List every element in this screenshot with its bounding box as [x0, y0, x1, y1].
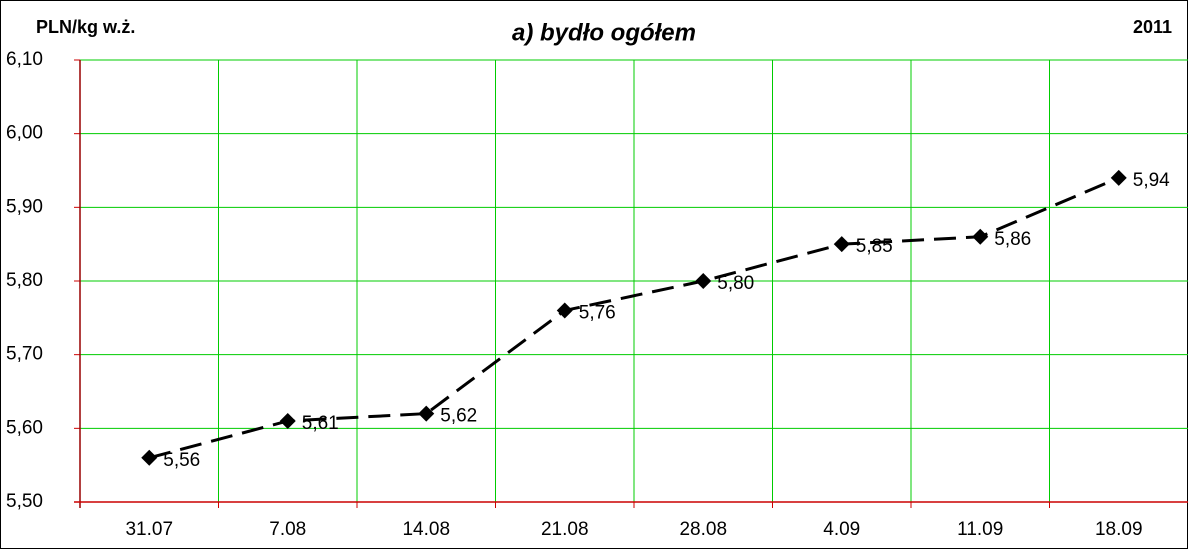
annotation: 2011: [1133, 17, 1172, 37]
data-label: 5,56: [163, 450, 200, 471]
data-label: 5,61: [302, 413, 339, 434]
x-tick-label: 21.08: [541, 519, 589, 540]
marker: [972, 228, 989, 245]
x-tick-label: 7.08: [269, 519, 306, 540]
y-tick-label: 5,80: [6, 270, 43, 291]
y-tick-label: 5,50: [6, 491, 43, 512]
data-label: 5,86: [994, 229, 1031, 250]
marker: [141, 449, 158, 466]
data-label: 5,76: [579, 302, 616, 323]
data-label: 5,62: [440, 406, 477, 427]
chart-title: a) bydło ogółem: [512, 19, 696, 46]
data-label: 5,94: [1133, 170, 1170, 191]
x-tick-label: 14.08: [402, 519, 450, 540]
marker: [556, 302, 573, 319]
data-label: 5,80: [717, 273, 754, 294]
y-tick-label: 5,90: [6, 196, 43, 217]
x-tick-label: 4.09: [823, 519, 860, 540]
data-label: 5,85: [856, 236, 893, 257]
x-tick-label: 11.09: [957, 519, 1003, 540]
marker: [833, 236, 850, 253]
y-tick-label: 6,10: [6, 49, 43, 70]
x-tick-label: 31.07: [125, 519, 173, 540]
x-tick-label: 18.09: [1095, 519, 1143, 540]
y-tick-label: 5,70: [6, 344, 43, 365]
marker: [695, 273, 712, 289]
line: [148, 176, 1120, 460]
marker: [418, 405, 435, 422]
y-tick-label: 6,00: [6, 123, 43, 144]
x-tick-label: 28.08: [679, 519, 727, 540]
marker: [279, 412, 296, 429]
y-axis-label: PLN/kg w.ż.: [36, 17, 135, 37]
y-tick-label: 5,60: [6, 417, 43, 438]
marker: [1110, 169, 1127, 186]
